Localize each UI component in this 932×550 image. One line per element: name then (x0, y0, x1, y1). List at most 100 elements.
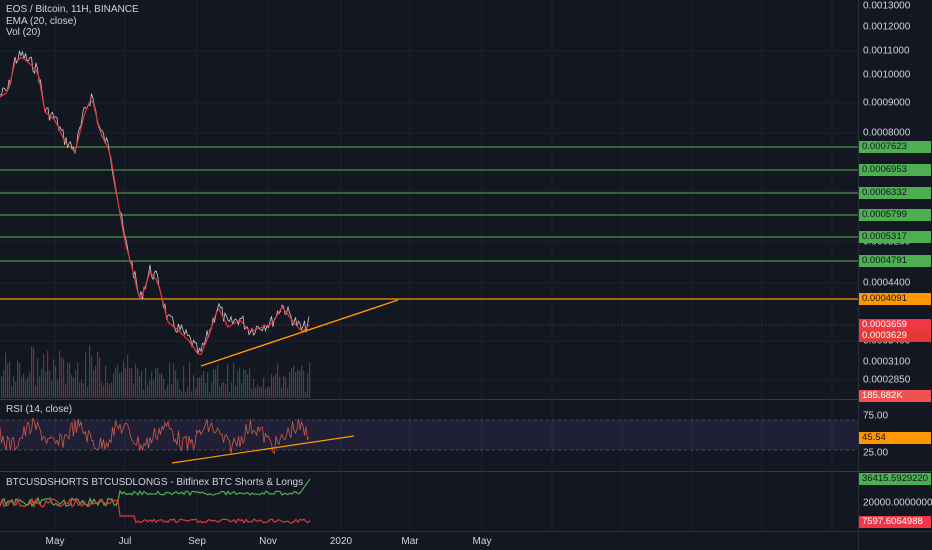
time-label: Nov (259, 536, 277, 547)
volume-bar (173, 363, 175, 398)
volume-bar (23, 373, 25, 398)
volume-bar (9, 361, 11, 398)
volume-bar (109, 384, 111, 398)
rsi-legend[interactable]: RSI (14, close) (6, 404, 73, 415)
volume-bar (5, 352, 7, 398)
time-label: May (45, 536, 65, 547)
volume-bar (127, 354, 129, 398)
volume-bar (85, 352, 87, 398)
volume-bar (283, 376, 285, 398)
volume-bar (35, 385, 37, 398)
volume-bar (255, 387, 257, 398)
volume-bar (37, 358, 39, 398)
level-tag: 0.0006953 (859, 164, 931, 176)
volume-bar (79, 382, 81, 398)
volume-bar (269, 387, 271, 398)
orange-level-tag: 0.0004091 (859, 293, 931, 305)
volume-bar (133, 383, 135, 398)
volume-bar (143, 389, 145, 398)
volume-bar (49, 370, 51, 398)
volume-bar (113, 373, 115, 398)
volume-bar (291, 368, 293, 398)
volume-bar (205, 382, 207, 398)
price-tick: 0.0002850 (863, 374, 911, 386)
volume-bar (243, 369, 245, 398)
volume-bar (279, 376, 281, 398)
price-tick: 0.0008000 (863, 127, 911, 139)
volume-bar (273, 376, 275, 398)
volume-bar (11, 386, 13, 398)
volume-bar (57, 380, 59, 398)
rsi-trend-line (171, 435, 355, 464)
volume-bar (183, 365, 185, 398)
volume-bar (163, 378, 165, 398)
volume-bar (179, 389, 181, 398)
volume-bar (293, 365, 295, 398)
volume-bar (203, 371, 205, 398)
volume-bar (307, 372, 309, 398)
volume-bar (275, 373, 277, 398)
time-label: Mar (401, 536, 419, 547)
pane-separator-shorts[interactable] (0, 471, 932, 472)
volume-bar (115, 367, 117, 398)
chart-canvas[interactable] (0, 0, 858, 531)
volume-bar (91, 356, 93, 398)
shorts-value-tag: 36415.5929220 (859, 473, 931, 485)
volume-bar (245, 369, 247, 398)
price-tick: 0.0012000 (863, 21, 911, 33)
volume-bar (185, 391, 187, 398)
price-scale[interactable]: 0.0013000 0.0012000 0.0011000 0.0010000 … (858, 0, 932, 531)
ema-legend[interactable]: EMA (20, close) (6, 16, 77, 27)
volume-bar (17, 360, 19, 398)
volume-bar (241, 383, 243, 398)
volume-bar (139, 375, 141, 398)
price-tick: 0.0003100 (863, 356, 911, 368)
volume-bar (161, 373, 163, 398)
volume-bar (13, 376, 15, 398)
volume-bar (305, 391, 307, 398)
chart-area[interactable]: EOS / Bitcoin, 11H, BINANCE EMA (20, clo… (0, 0, 858, 531)
volume-bar (103, 385, 105, 398)
pane-separator-rsi[interactable] (0, 399, 932, 400)
time-label: Jul (118, 536, 132, 547)
price-tick: 0.0004400 (863, 277, 911, 289)
volume-bar (215, 368, 217, 398)
volume-bar (229, 391, 231, 398)
rsi-band (0, 420, 858, 450)
volume-bar (157, 368, 159, 398)
volume-bar (121, 372, 123, 398)
volume-bar (221, 383, 223, 398)
volume-bar (181, 391, 183, 398)
volume-bar (299, 370, 301, 398)
volume-bar (225, 384, 227, 398)
volume-bar (177, 380, 179, 398)
volume-bar (53, 359, 55, 398)
volume-bar (211, 382, 213, 398)
shorts-line (0, 478, 311, 508)
volume-bar (271, 374, 273, 398)
volume-bar (55, 366, 57, 398)
time-scale[interactable]: May Jul Sep Nov 2020 Mar May (0, 531, 858, 550)
volume-bar (147, 385, 149, 398)
volume-bar (15, 381, 17, 398)
shorts-tick: 20000.0000000 (863, 497, 932, 509)
ema-value-tag: 0.0003629 (859, 330, 931, 342)
volume-bar (153, 379, 155, 398)
volume-legend[interactable]: Vol (20) (6, 27, 41, 38)
volume-bar (169, 362, 171, 398)
longs-line (0, 497, 311, 524)
volume-bar (77, 362, 79, 398)
volume-bar (289, 372, 291, 398)
volume-bar (21, 377, 23, 398)
volume-bar (295, 372, 297, 398)
shorts-longs-legend[interactable]: BTCUSDSHORTS BTCUSDLONGS - Bitfinex BTC … (6, 477, 304, 488)
volume-bar (141, 370, 143, 398)
volume-bar (101, 382, 103, 398)
volume-bar (105, 365, 107, 398)
volume-bar (303, 370, 305, 398)
volume-bar (29, 372, 31, 398)
symbol-legend[interactable]: EOS / Bitcoin, 11H, BINANCE (6, 4, 139, 15)
volume-bar (237, 370, 239, 398)
volume-bar (201, 375, 203, 398)
volume-bar (189, 362, 191, 398)
